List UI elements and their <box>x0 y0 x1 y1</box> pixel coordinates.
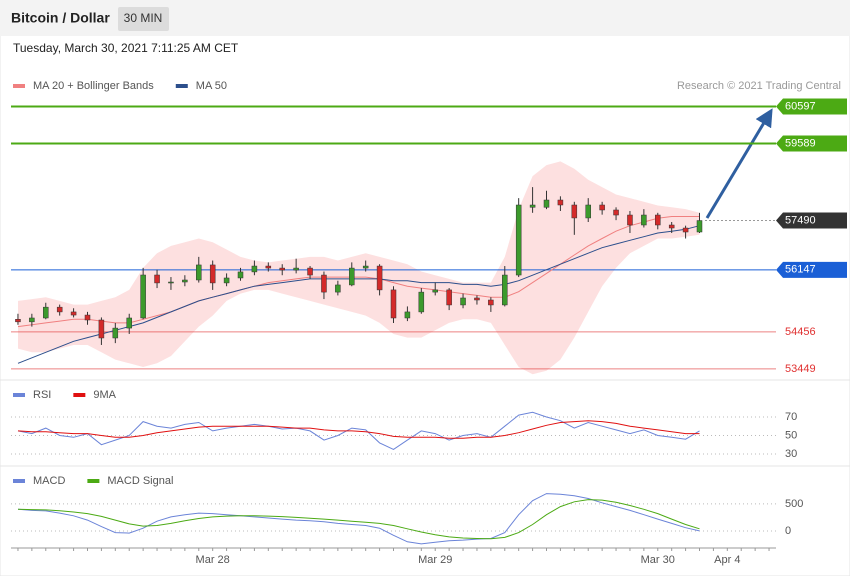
title: Bitcoin / Dollar <box>11 10 110 26</box>
level-label: 54456 <box>785 326 816 338</box>
candle-body <box>223 277 230 284</box>
candle-body <box>43 306 49 319</box>
candle-body <box>335 284 341 293</box>
candle-body <box>613 209 619 216</box>
candle-body <box>209 264 216 284</box>
candle-body <box>237 271 244 279</box>
x-tick-label: Mar 29 <box>418 554 452 566</box>
candle-body <box>599 204 605 211</box>
legend-label: MA 20 + Bollinger Bands <box>33 80 154 92</box>
level-tag <box>776 98 847 115</box>
legend-swatch <box>13 393 25 397</box>
legend-swatch <box>87 479 100 483</box>
candle-body <box>529 204 536 208</box>
credit: Research © 2021 Trading Central <box>677 80 841 92</box>
level-label: 56147 <box>785 264 816 276</box>
candle-body <box>293 267 299 271</box>
indicator-line <box>17 499 700 540</box>
indicator-line <box>17 420 700 439</box>
y-tick-label: 70 <box>785 411 797 423</box>
candle-body <box>349 267 355 286</box>
bollinger-band <box>18 161 700 375</box>
candle-body <box>154 274 160 284</box>
level-tag <box>776 212 847 229</box>
candle-body <box>515 204 522 276</box>
level-tag <box>776 135 847 152</box>
candle-body <box>474 297 480 301</box>
candle-body <box>168 281 174 284</box>
interval: 30 MIN <box>124 11 163 25</box>
legend-label: RSI <box>33 389 51 401</box>
level-tag <box>776 261 847 278</box>
candle-body <box>84 314 91 321</box>
candle-body <box>682 227 689 233</box>
indicator-line <box>17 411 700 450</box>
legend-swatch <box>13 479 25 483</box>
x-tick-label: Apr 4 <box>714 554 740 566</box>
candle-body <box>15 319 21 323</box>
y-tick-label: 0 <box>785 525 791 537</box>
candle-body <box>182 279 188 283</box>
candle-body <box>140 274 146 319</box>
legend-swatch <box>73 393 86 397</box>
legend-swatch <box>13 84 25 88</box>
candle-body <box>376 265 383 291</box>
candle-body <box>627 214 633 226</box>
candle-body <box>390 289 397 319</box>
candle-body <box>488 299 494 306</box>
forecast-arrow <box>705 108 773 219</box>
candle-body <box>557 199 564 206</box>
level-label: 60597 <box>785 100 816 112</box>
legend-label: MACD <box>33 475 65 487</box>
x-tick-label: Mar 28 <box>196 554 230 566</box>
candle-body <box>668 224 675 229</box>
candle-body <box>696 220 703 233</box>
candle-body <box>655 214 661 226</box>
candle-body <box>460 297 466 306</box>
legend-swatch <box>175 84 188 88</box>
candle-body <box>70 311 77 316</box>
x-tick-label: Mar 30 <box>641 554 675 566</box>
candle-body <box>502 274 508 306</box>
y-tick-label: 30 <box>785 448 797 460</box>
date: Tuesday, March 30, 2021 7:11:25 AM CET <box>13 41 239 55</box>
candle-body <box>446 289 452 306</box>
candle-body <box>571 204 578 219</box>
candle-body <box>432 289 438 293</box>
candle-body <box>196 264 202 281</box>
interval-badge <box>118 7 169 31</box>
candle-body <box>112 327 119 339</box>
candle-body <box>251 265 258 273</box>
legend-label: MA 50 <box>196 80 227 92</box>
candle-body <box>307 267 313 276</box>
candle-body <box>126 317 132 329</box>
candle-body <box>543 199 550 208</box>
candle-body <box>585 204 591 219</box>
level-label: 53449 <box>785 363 816 375</box>
legend-label: MACD Signal <box>107 475 173 487</box>
candle-body <box>362 265 369 269</box>
candle-body <box>279 267 285 271</box>
candle-body <box>321 274 327 293</box>
legend-label: 9MA <box>93 389 116 401</box>
candle-body <box>418 291 425 313</box>
y-tick-label: 50 <box>785 429 797 441</box>
level-label: 57490 <box>785 214 816 226</box>
indicator-line <box>17 493 700 545</box>
candle-body <box>56 306 63 313</box>
level-label: 59589 <box>785 137 816 149</box>
candle-body <box>98 319 105 339</box>
y-tick-label: 500 <box>785 498 803 510</box>
candle-body <box>404 311 411 319</box>
candle-body <box>641 214 647 226</box>
candle-body <box>29 317 35 323</box>
candle-body <box>265 265 272 269</box>
